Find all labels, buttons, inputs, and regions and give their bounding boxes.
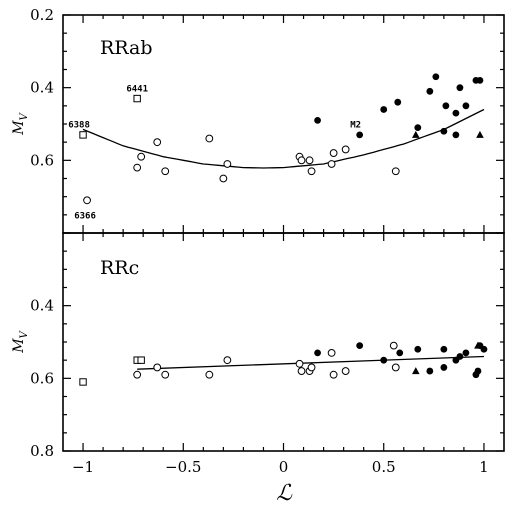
filled-circle-point bbox=[440, 364, 448, 371]
filled-circle-point bbox=[426, 367, 434, 375]
filled-circle-point bbox=[380, 106, 388, 113]
filled-triangle-point bbox=[412, 367, 420, 375]
annotation-label: M2 bbox=[350, 121, 361, 131]
filled-circle-point bbox=[456, 84, 464, 92]
open-circle-point bbox=[307, 167, 316, 176]
panel-rrc-fit-line bbox=[137, 355, 485, 370]
filled-circle-point bbox=[432, 73, 440, 81]
open-circle-point bbox=[341, 145, 350, 154]
open-circle-point bbox=[341, 367, 350, 375]
filled-circle-point bbox=[462, 349, 470, 357]
filled-circle-point bbox=[356, 342, 364, 350]
panel-rrab-ticks: 0.2 0.4 0.6 bbox=[30, 6, 504, 234]
open-square-point bbox=[137, 356, 145, 364]
x-axis-label: ℒ bbox=[276, 481, 293, 506]
filled-circle-point bbox=[456, 353, 464, 360]
y-tick-label: 0.8 bbox=[30, 442, 54, 460]
panel-rrab-annotations: 6441 6388 6366 M2 bbox=[68, 84, 361, 221]
open-circle-point bbox=[153, 138, 162, 147]
panel-rrab-ylabel-main: M bbox=[11, 120, 27, 136]
filled-circle-point bbox=[396, 349, 404, 357]
open-circle-point bbox=[133, 370, 142, 379]
panel-rrab-fit-curve bbox=[82, 108, 485, 169]
open-circle-point bbox=[153, 363, 162, 372]
filled-circle-point bbox=[314, 116, 321, 124]
filled-circle-point bbox=[452, 109, 460, 117]
x-axis-ticks: −1 −0.5 0 0.5 1 bbox=[72, 458, 489, 476]
filled-circle-point bbox=[380, 356, 388, 364]
open-circle-point bbox=[133, 163, 142, 172]
open-circle-point bbox=[161, 370, 170, 379]
filled-circle-point bbox=[414, 124, 422, 132]
open-circle-point bbox=[205, 370, 214, 379]
open-circle-point bbox=[389, 341, 398, 350]
open-circle-point bbox=[391, 167, 400, 176]
open-circle-point bbox=[205, 134, 214, 143]
filled-circle-point bbox=[452, 131, 460, 139]
panel-rrc-ylabel-main: M bbox=[11, 338, 27, 354]
filled-circle-point bbox=[440, 345, 448, 353]
open-circle-point bbox=[327, 160, 336, 168]
panel-rrc: 0.4 0.6 0.8 RRc MV −1 −0.5 0 0.5 1 ℒ bbox=[11, 232, 505, 506]
open-circle-point bbox=[83, 196, 91, 205]
open-square-point bbox=[133, 94, 141, 103]
open-circle-point bbox=[161, 167, 170, 176]
panel-rrab-markers bbox=[79, 73, 484, 205]
open-circle-point bbox=[307, 363, 316, 372]
x-tick-label: −0.5 bbox=[165, 458, 201, 476]
open-circle-point bbox=[219, 174, 228, 183]
filled-triangle-point bbox=[412, 130, 420, 138]
x-tick-label: 1 bbox=[479, 458, 489, 476]
filled-circle-point bbox=[440, 127, 448, 135]
filled-circle-point bbox=[480, 345, 488, 353]
open-square-point bbox=[79, 131, 87, 139]
panel-rrab: 0.2 0.4 0.6 RRab MV 6441 6388 6366 M2 bbox=[11, 6, 505, 234]
y-tick-label: 0.4 bbox=[30, 297, 54, 315]
y-tick-label: 0.6 bbox=[30, 369, 54, 387]
annotation-label: 6366 bbox=[74, 211, 96, 221]
filled-circle-point bbox=[394, 98, 402, 106]
open-circle-point bbox=[223, 160, 232, 168]
panel-rrab-label: RRab bbox=[100, 37, 153, 59]
filled-circle-point bbox=[426, 87, 434, 95]
filled-circle-point bbox=[442, 102, 450, 110]
open-square-point bbox=[79, 378, 87, 386]
panel-rrab-ylabel: MV bbox=[11, 111, 30, 135]
panel-rrc-label: RRc bbox=[100, 257, 139, 279]
filled-circle-point bbox=[474, 367, 482, 375]
open-circle-point bbox=[297, 156, 306, 165]
annotation-label: 6388 bbox=[68, 121, 90, 131]
open-circle-point bbox=[329, 370, 338, 379]
panel-rrab-ylabel-sub: V bbox=[19, 111, 30, 120]
filled-circle-point bbox=[462, 102, 470, 110]
filled-triangle-point bbox=[476, 130, 484, 138]
panel-rrc-markers bbox=[79, 341, 488, 386]
x-tick-label: 0 bbox=[279, 458, 289, 476]
open-circle-point bbox=[391, 363, 400, 372]
filled-circle-point bbox=[356, 131, 364, 139]
panel-rrc-ticks: 0.4 0.6 0.8 bbox=[30, 232, 504, 460]
open-circle-point bbox=[137, 152, 146, 161]
open-circle-point bbox=[305, 156, 314, 165]
filled-circle-point bbox=[476, 77, 484, 84]
open-circle-point bbox=[223, 356, 232, 365]
panel-rrc-ylabel: MV bbox=[11, 329, 30, 353]
filled-circle-point bbox=[414, 345, 422, 353]
panel-rrc-ylabel-sub: V bbox=[19, 329, 30, 338]
open-circle-point bbox=[327, 349, 336, 357]
filled-triangle-point bbox=[474, 341, 482, 349]
open-circle-point bbox=[329, 149, 338, 157]
y-tick-label: 0.2 bbox=[30, 6, 54, 24]
x-tick-label: −1 bbox=[72, 458, 94, 476]
annotation-label: 6441 bbox=[126, 84, 148, 94]
open-circle-point bbox=[295, 359, 304, 368]
filled-circle-point bbox=[314, 349, 321, 357]
open-circle-point bbox=[297, 367, 306, 375]
y-tick-label: 0.6 bbox=[30, 151, 54, 169]
x-tick-label: 0.5 bbox=[372, 458, 396, 476]
y-tick-label: 0.4 bbox=[30, 79, 54, 97]
